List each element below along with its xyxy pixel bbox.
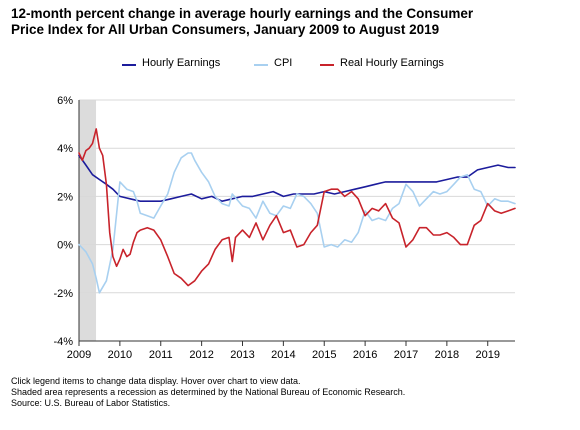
x-tick-label: 2019: [475, 349, 499, 361]
note-interaction: Click legend items to change data displa…: [11, 376, 301, 386]
note-source: Source: U.S. Bureau of Labor Statistics.: [11, 398, 171, 408]
y-tick-label: 0%: [57, 240, 73, 252]
series-line-hourly-earnings: [78, 154, 516, 202]
x-tick-label: 2015: [312, 349, 336, 361]
x-tick-label: 2018: [435, 349, 459, 361]
series-line-cpi: [78, 152, 516, 294]
y-tick-label: 2%: [57, 191, 73, 203]
legend-swatch-cpi: [254, 64, 268, 66]
y-tick-label: -4%: [53, 336, 73, 348]
legend-label-cpi: CPI: [274, 57, 293, 69]
x-tick-label: 2016: [353, 349, 377, 361]
y-tick-label: -2%: [53, 288, 73, 300]
legend-swatch-real-hourly-earnings: [320, 64, 334, 66]
chart-legend: Hourly Earnings CPI Real Hourly Earnings: [0, 56, 580, 74]
x-tick-label: 2012: [189, 349, 213, 361]
x-tick-label: 2010: [108, 349, 132, 361]
chart-notes: Click legend items to change data displa…: [11, 376, 571, 409]
note-recession: Shaded area represents a recession as de…: [11, 387, 406, 397]
x-tick-label: 2014: [271, 349, 295, 361]
legend-label-real-hourly-earnings: Real Hourly Earnings: [340, 57, 444, 69]
y-tick-label: 6%: [57, 95, 73, 107]
x-tick-label: 2017: [394, 349, 418, 361]
legend-label-hourly-earnings: Hourly Earnings: [142, 57, 221, 69]
x-tick-label: 2013: [230, 349, 254, 361]
x-tick-label: 2009: [67, 349, 91, 361]
series-line-real-hourly-earnings: [78, 128, 516, 287]
y-tick-label: 4%: [57, 143, 73, 155]
chart-title-line-2: Price Index for All Urban Consumers, Jan…: [11, 22, 440, 37]
x-tick-label: 2011: [149, 349, 173, 361]
chart-title: 12-month percent change in average hourl…: [11, 6, 571, 38]
chart-title-line-1: 12-month percent change in average hourl…: [11, 6, 474, 21]
recession-band: [79, 100, 97, 341]
legend-swatch-hourly-earnings: [122, 64, 136, 66]
